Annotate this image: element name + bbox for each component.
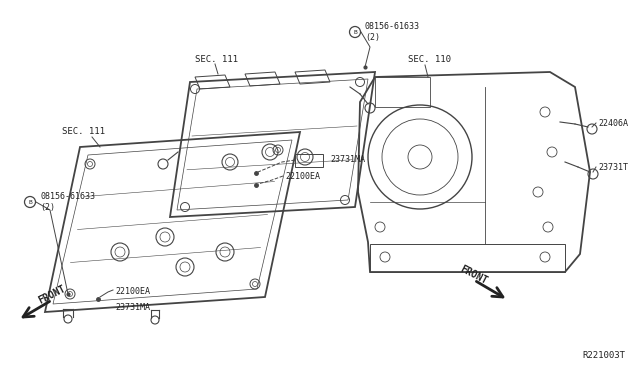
Text: R221003T: R221003T — [582, 351, 625, 360]
Text: SEC. 111: SEC. 111 — [62, 127, 105, 136]
Text: 08156-61633
(2): 08156-61633 (2) — [365, 22, 420, 42]
Text: SEC. 111: SEC. 111 — [195, 55, 238, 64]
Text: 22406A: 22406A — [598, 119, 628, 128]
Text: 23731T: 23731T — [598, 163, 628, 172]
Text: B: B — [28, 199, 32, 205]
Text: 22100EA: 22100EA — [285, 172, 320, 181]
Text: SEC. 110: SEC. 110 — [408, 55, 451, 64]
Text: 22100EA: 22100EA — [115, 287, 150, 296]
Text: 23731MA: 23731MA — [330, 155, 365, 164]
Text: FRONT: FRONT — [459, 264, 490, 286]
Text: 23731MA: 23731MA — [115, 303, 150, 312]
Text: FRONT: FRONT — [36, 284, 67, 306]
Text: B: B — [353, 29, 357, 35]
Text: 08156-61633
(2): 08156-61633 (2) — [40, 192, 95, 212]
